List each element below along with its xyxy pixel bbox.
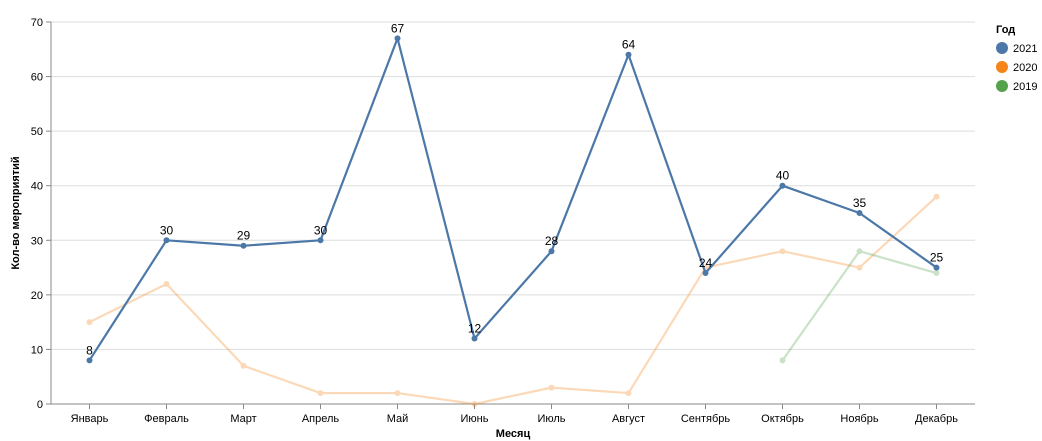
legend-item-2020: 2020 (996, 61, 1037, 74)
x-tick-label: Октябрь (761, 413, 804, 425)
axes (50, 22, 975, 405)
y-tick-label: 30 (31, 235, 43, 247)
y-tick-label: 70 (31, 17, 43, 29)
series-2021 (86, 35, 940, 364)
y-axis-ticks: 0 10 20 30 40 50 60 70 (31, 17, 51, 411)
y-tick-label: 40 (31, 181, 43, 193)
data-point (702, 270, 709, 277)
legend-swatch (996, 61, 1008, 73)
data-point (471, 401, 478, 407)
y-tick-label: 0 (37, 399, 43, 411)
x-tick-label: Апрель (302, 413, 340, 425)
series-line (781, 250, 937, 361)
data-point (779, 248, 786, 255)
x-tick-label: Январь (71, 413, 109, 425)
x-tick-label: Май (387, 413, 409, 425)
y-tick-label: 50 (31, 126, 43, 138)
series-2019 (779, 248, 940, 364)
legend-label: 2021 (1013, 43, 1037, 55)
data-point (394, 35, 401, 42)
data-label: 30 (314, 223, 328, 237)
legend-item-2019: 2019 (996, 80, 1037, 93)
x-tick-label: Декабрь (915, 413, 958, 425)
data-point (548, 248, 555, 255)
data-point (933, 193, 940, 200)
legend-swatch (996, 80, 1008, 92)
data-point (933, 270, 940, 277)
data-label: 8 (86, 343, 93, 357)
data-point (856, 248, 863, 255)
data-label: 24 (699, 256, 713, 270)
data-point (471, 335, 478, 342)
legend-label: 2020 (1013, 62, 1037, 74)
data-point (163, 237, 170, 244)
x-axis-title: Месяц (496, 428, 531, 440)
data-label: 25 (930, 251, 944, 265)
x-tick-label: Июнь (461, 413, 489, 425)
data-point (625, 390, 632, 397)
data-label: 35 (853, 196, 867, 210)
data-label: 64 (622, 38, 636, 52)
data-point (86, 319, 93, 326)
series-2020 (86, 193, 940, 407)
data-label: 30 (160, 223, 174, 237)
y-tick-label: 60 (31, 72, 43, 84)
legend-swatch (996, 42, 1008, 54)
x-tick-label: Сентябрь (681, 413, 731, 425)
x-tick-label: Август (612, 413, 645, 425)
legend-item-2021: 2021 (996, 42, 1037, 55)
data-point (163, 280, 170, 287)
x-tick-label: Март (230, 413, 256, 425)
data-point (548, 384, 555, 391)
data-point (86, 357, 93, 364)
data-point (394, 390, 401, 397)
data-label: 40 (776, 169, 790, 183)
data-point (625, 51, 632, 58)
y-tick-label: 20 (31, 290, 43, 302)
x-tick-label: Июль (537, 413, 565, 425)
data-point (779, 357, 786, 364)
data-point (856, 264, 863, 271)
data-point (317, 390, 324, 397)
data-label: 67 (391, 21, 405, 35)
y-tick-label: 10 (31, 344, 43, 356)
data-point (317, 237, 324, 244)
data-labels: 8 30 29 30 67 12 28 64 24 40 35 25 (86, 21, 943, 357)
data-label: 28 (545, 234, 559, 248)
data-point (856, 210, 863, 216)
x-tick-label: Февраль (144, 413, 189, 425)
x-axis-ticks: Январь Февраль Март Апрель Май Июнь Июль Август… (71, 404, 958, 425)
legend-label: 2019 (1013, 81, 1037, 93)
y-axis-title: Кол-во мероприятий (10, 156, 22, 269)
data-point (240, 242, 247, 249)
series-lines (86, 35, 940, 407)
gridlines (51, 21, 975, 350)
data-point (240, 362, 247, 369)
series-line (88, 37, 938, 361)
legend-title: Год (996, 24, 1015, 36)
x-tick-label: Ноябрь (840, 413, 878, 425)
series-line (89, 195, 938, 406)
legend: Год 2021 2020 2019 (996, 24, 1037, 93)
data-label: 12 (468, 322, 482, 336)
data-label: 29 (237, 229, 251, 243)
data-point (933, 264, 940, 271)
data-point (779, 182, 786, 189)
